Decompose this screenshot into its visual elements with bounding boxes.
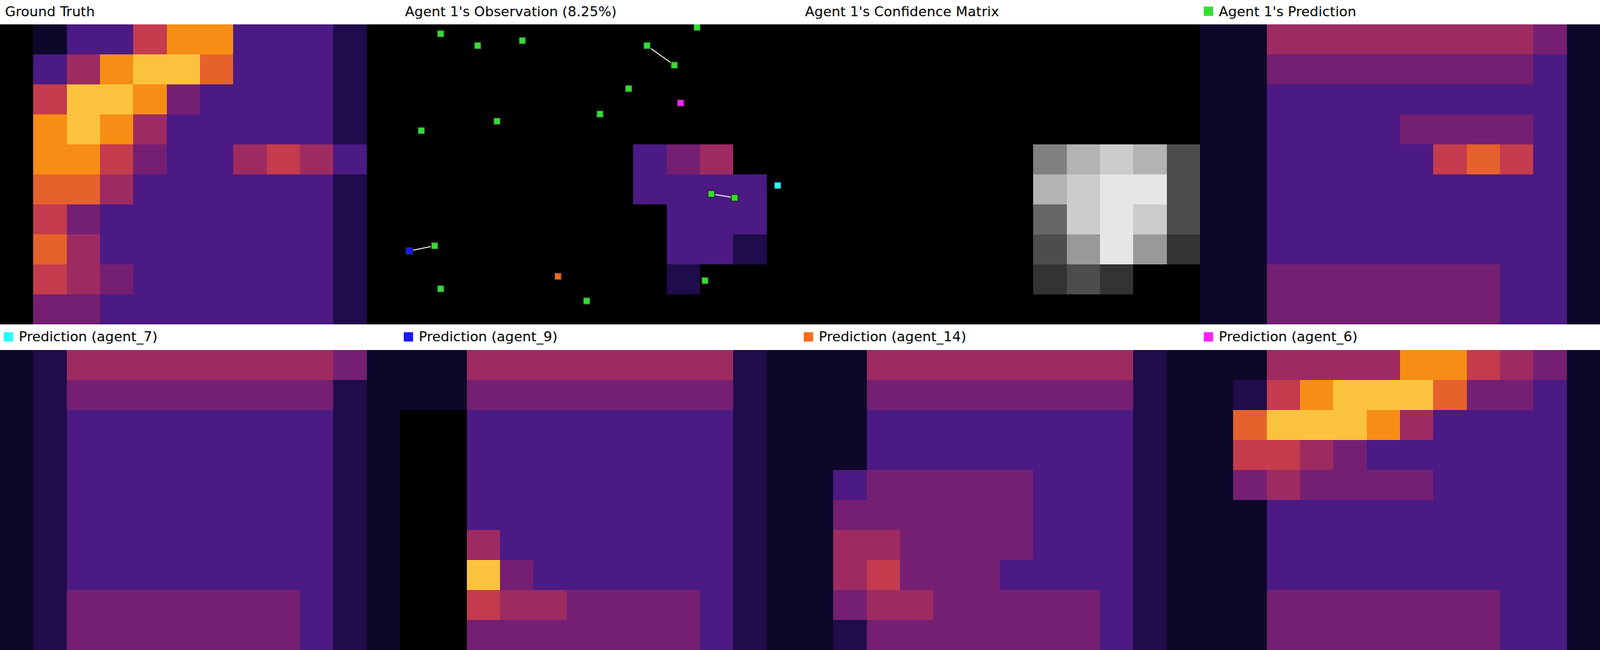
svg-text:Agent 1's Prediction: Agent 1's Prediction bbox=[1218, 3, 1357, 20]
svg-text:Agent 1's Confidence Matrix: Agent 1's Confidence Matrix bbox=[805, 3, 1000, 20]
svg-text:Prediction (agent_9): Prediction (agent_9) bbox=[418, 328, 558, 345]
svg-text:Prediction (agent_7): Prediction (agent_7) bbox=[18, 328, 158, 345]
svg-text:Ground Truth: Ground Truth bbox=[5, 3, 95, 20]
svg-text:Prediction (agent_6): Prediction (agent_6) bbox=[1218, 328, 1358, 345]
svg-text:Prediction (agent_14): Prediction (agent_14) bbox=[818, 328, 967, 345]
svg-text:Agent 1's Observation (8.25%): Agent 1's Observation (8.25%) bbox=[405, 3, 617, 20]
